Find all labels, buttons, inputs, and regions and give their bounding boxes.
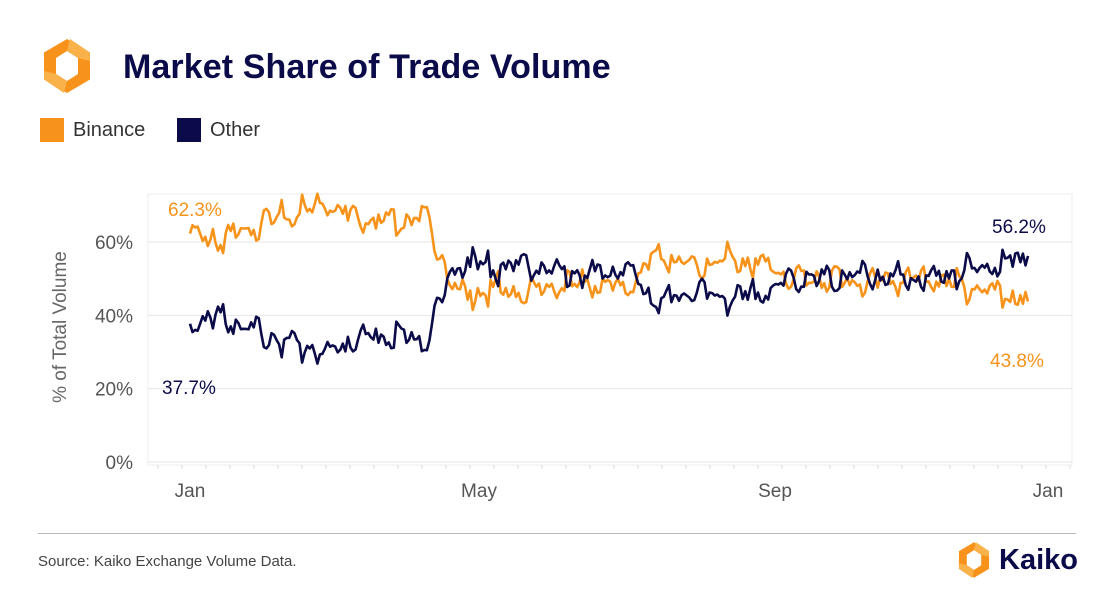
legend-item-binance: Binance (40, 118, 145, 142)
annotation-label: 56.2% (992, 217, 1046, 238)
footer-divider (38, 533, 1076, 534)
source-note: Source: Kaiko Exchange Volume Data. (38, 553, 297, 570)
x-tick-label: Jan (175, 481, 206, 502)
y-tick-label: 40% (95, 306, 133, 327)
kaiko-logo-icon (44, 39, 90, 93)
x-tick-label: May (461, 481, 497, 502)
y-tick-label: 20% (95, 380, 133, 401)
plot-area (147, 193, 1073, 466)
legend-item-other: Other (177, 118, 260, 142)
y-tick-label: 60% (95, 233, 133, 254)
annotation-label: 37.7% (162, 378, 216, 399)
x-tick-label: Sep (758, 481, 792, 502)
legend-swatch-other (177, 118, 201, 142)
legend-label-other: Other (210, 118, 261, 141)
page-title: Market Share of Trade Volume (123, 48, 611, 86)
legend-swatch-binance (40, 118, 64, 142)
legend-label-binance: Binance (73, 118, 146, 141)
line-chart: 0% 20% 40% 60% Jan May Sep Jan % of Total Volum… (50, 192, 1073, 502)
y-tick-label: 0% (106, 453, 134, 474)
series-line-binance (188, 192, 1030, 312)
series-line-other (188, 246, 1030, 365)
annotation-label: 43.8% (990, 351, 1044, 372)
y-axis-label: % of Total Volume (50, 251, 71, 403)
brand-name: Kaiko (999, 543, 1078, 576)
x-tick-label: Jan (1033, 481, 1064, 502)
brand-mark: Kaiko (955, 541, 1078, 579)
kaiko-logo-icon (958, 542, 990, 578)
annotation-label: 62.3% (168, 200, 222, 221)
